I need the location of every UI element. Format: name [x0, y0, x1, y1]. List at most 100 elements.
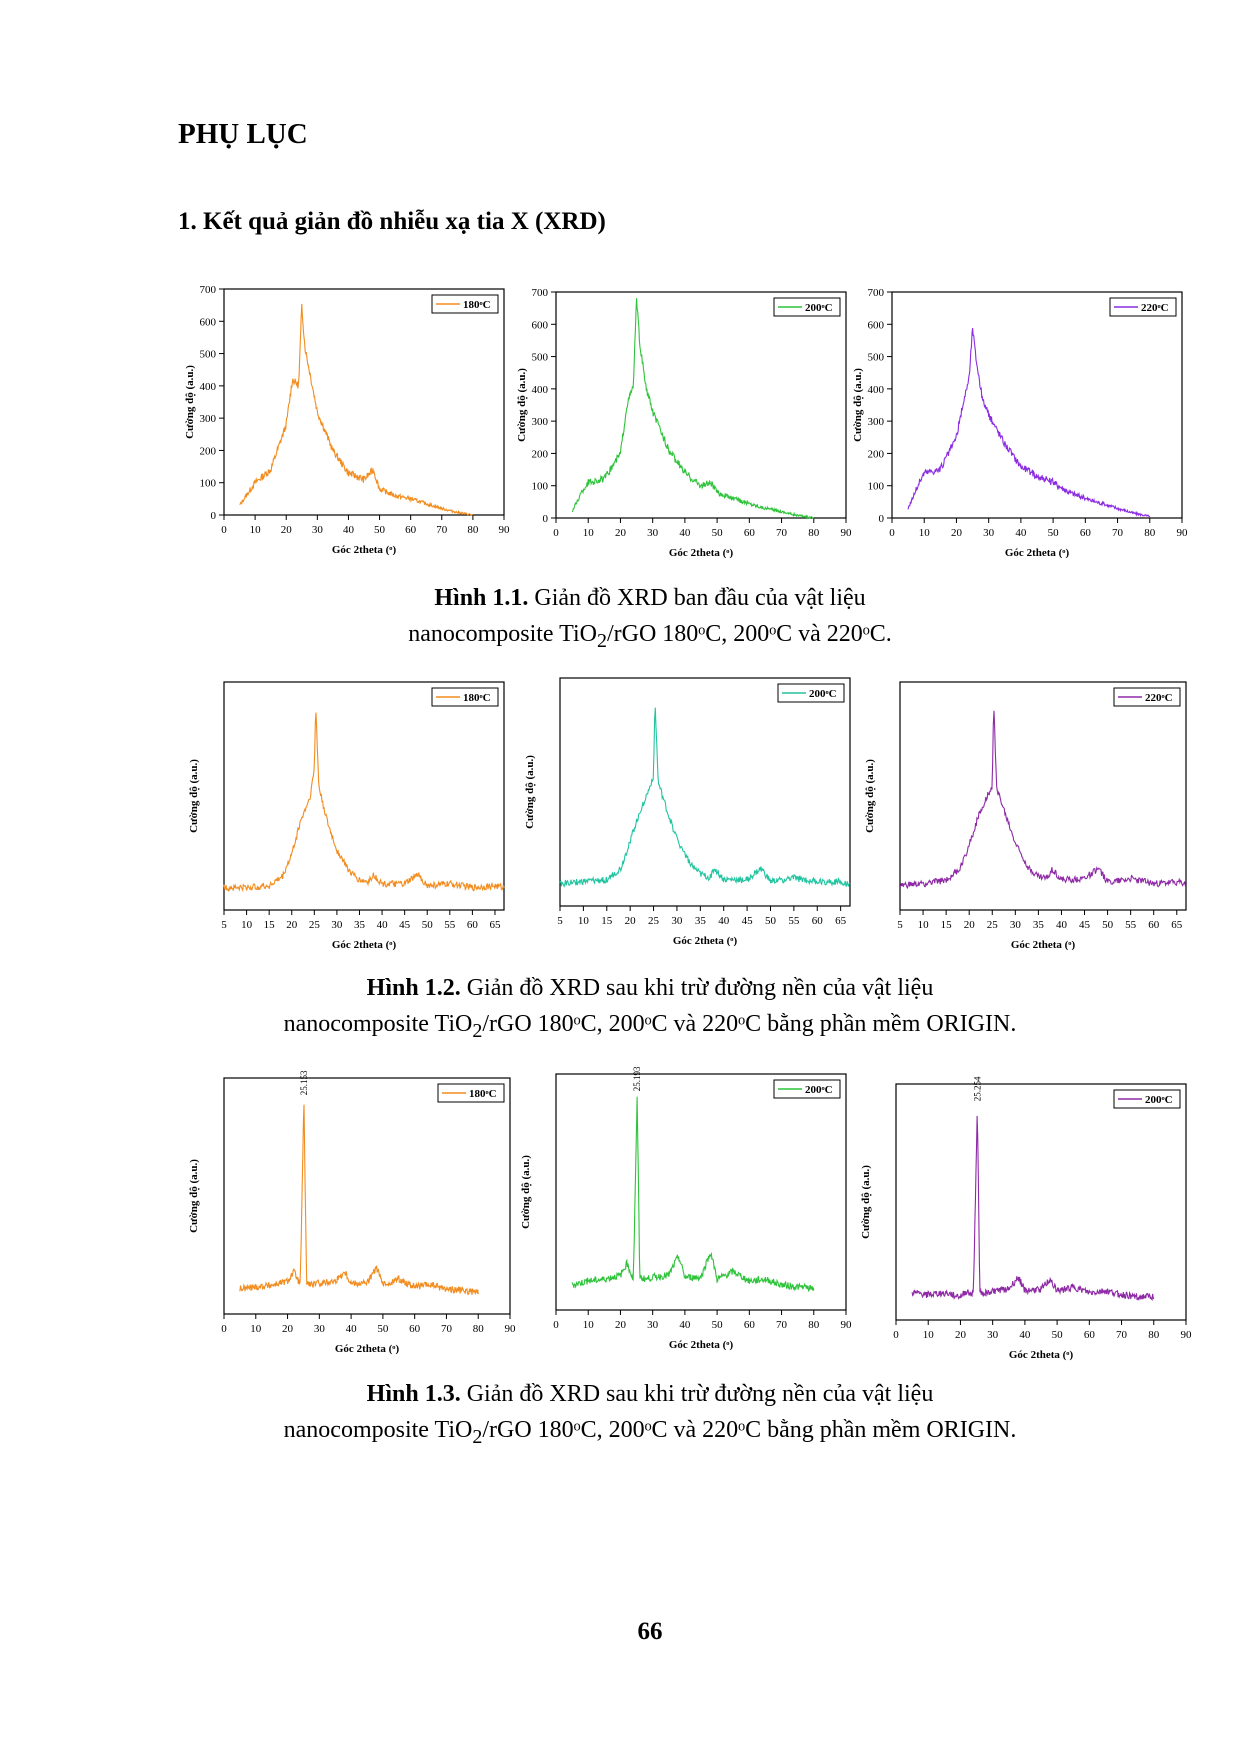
x-axis-label: Góc 2theta (ᵒ) — [335, 1343, 400, 1355]
x-tick-label: 60 — [1080, 527, 1092, 539]
y-tick-label: 700 — [868, 287, 885, 299]
caption-line2-post: /rGO 180ᵒC, 200ᵒC và 220ᵒC. — [606, 621, 892, 647]
x-tick-label: 45 — [1079, 919, 1091, 931]
y-tick-label: 100 — [868, 481, 885, 493]
x-tick-label: 10 — [583, 1319, 595, 1331]
y-tick-label: 200 — [532, 448, 549, 460]
x-tick-label: 50 — [1052, 1329, 1064, 1341]
x-tick-label: 10 — [923, 1329, 935, 1341]
y-tick-label: 500 — [868, 352, 885, 364]
y-tick-label: 100 — [532, 481, 549, 493]
x-tick-label: 55 — [1125, 919, 1137, 931]
chart-fig13-220-peak: 0 10 20 30 40 50 60 70 80 90 Góc 2theta (ᵒ) Cường đ… — [860, 1076, 1192, 1361]
legend-box — [431, 687, 499, 707]
x-tick-label: 70 — [441, 1323, 453, 1335]
series-line — [907, 327, 1151, 519]
x-tick-label: 15 — [601, 915, 613, 927]
x-tick-label: 60 — [467, 919, 479, 931]
x-axis-label: Góc 2theta (ᵒ) — [332, 939, 397, 951]
y-tick-label: 300 — [200, 413, 217, 425]
x-tick-label: 40 — [343, 524, 355, 536]
x-axis-label: Góc 2theta (ᵒ) — [669, 1339, 734, 1351]
x-tick-label: 20 — [955, 1329, 967, 1341]
x-tick-label: 60 — [812, 915, 824, 927]
x-tick-label: 90 — [505, 1323, 517, 1335]
y-tick-label: 400 — [200, 381, 217, 393]
x-tick-label: 20 — [286, 919, 298, 931]
x-tick-label: 40 — [1056, 919, 1068, 931]
legend-box — [1113, 1089, 1181, 1109]
x-tick-label: 70 — [436, 524, 448, 536]
x-tick-label: 5 — [557, 915, 563, 927]
x-tick-label: 90 — [1177, 527, 1189, 539]
x-tick-label: 60 — [405, 524, 417, 536]
x-tick-label: 40 — [1015, 527, 1027, 539]
x-tick-label: 50 — [1048, 527, 1060, 539]
plot-frame — [899, 681, 1187, 911]
x-tick-label: 90 — [841, 527, 853, 539]
x-tick-label: 55 — [444, 919, 456, 931]
y-axis-label: Cường độ (a.u.) — [524, 755, 536, 829]
y-tick-label: 700 — [200, 284, 217, 296]
series-line — [223, 712, 505, 893]
y-tick-label: 200 — [200, 445, 217, 457]
caption-line1: Giản đồ XRD ban đầu của vật liệu — [534, 585, 866, 611]
y-axis-label: Cường độ (a.u.) — [860, 1165, 872, 1239]
x-tick-label: 10 — [583, 527, 595, 539]
x-tick-label: 50 — [765, 915, 777, 927]
x-tick-label: 30 — [331, 919, 343, 931]
x-tick-label: 10 — [250, 1323, 262, 1335]
x-tick-label: 25 — [309, 919, 321, 931]
x-tick-label: 40 — [377, 919, 389, 931]
legend-label: 200ᵒC — [805, 302, 833, 314]
plot-frame — [223, 1077, 511, 1315]
y-axis-label: Cường độ (a.u.) — [188, 759, 200, 833]
x-tick-label: 70 — [1116, 1329, 1128, 1341]
x-tick-label: 30 — [647, 1319, 659, 1331]
x-tick-label: 70 — [776, 527, 788, 539]
x-axis-label: Góc 2theta (ᵒ) — [332, 544, 397, 556]
y-tick-label: 400 — [868, 384, 885, 396]
caption-line2-pre: nanocomposite TiO — [408, 621, 597, 647]
x-tick-label: 10 — [918, 919, 930, 931]
caption-subscript: 2 — [472, 1019, 483, 1042]
y-tick-label: 0 — [211, 510, 217, 522]
y-tick-label: 500 — [532, 352, 549, 364]
x-tick-label: 65 — [1171, 919, 1183, 931]
y-tick-label: 300 — [532, 416, 549, 428]
plot-frame — [555, 1073, 847, 1311]
caption-line2-pre: nanocomposite TiO — [283, 1011, 473, 1037]
x-tick-label: 35 — [1033, 919, 1045, 931]
x-tick-label: 60 — [1148, 919, 1160, 931]
x-tick-label: 20 — [282, 1323, 294, 1335]
x-tick-label: 50 — [712, 527, 724, 539]
x-tick-label: 60 — [744, 527, 756, 539]
x-tick-label: 30 — [983, 527, 995, 539]
legend-label: 220ᵒC — [1145, 692, 1173, 704]
x-tick-label: 50 — [712, 1319, 724, 1331]
series-line — [559, 707, 851, 888]
y-axis-label: Cường độ (a.u.) — [864, 759, 876, 833]
x-tick-label: 80 — [467, 524, 479, 536]
x-tick-label: 35 — [354, 919, 366, 931]
x-tick-label: 20 — [615, 1319, 627, 1331]
x-tick-label: 15 — [941, 919, 953, 931]
x-axis-label: Góc 2theta (ᵒ) — [1011, 939, 1076, 951]
x-tick-label: 0 — [221, 1323, 227, 1335]
x-tick-label: 40 — [1019, 1329, 1031, 1341]
chart-fig11-180: 0 10 20 30 40 50 60 70 80 90 0 100 200 300 400 500 600 70… — [184, 284, 510, 556]
caption-line2-post: /rGO 180ᵒC, 200ᵒC và 220ᵒC bằng phần mềm… — [482, 1417, 1017, 1443]
y-tick-label: 0 — [879, 513, 885, 525]
legend-label: 180ᵒC — [463, 299, 491, 311]
caption-label: Hình 1.1. — [434, 585, 529, 611]
y-tick-label: 100 — [200, 478, 217, 490]
y-tick-label: 200 — [868, 448, 885, 460]
x-tick-label: 30 — [312, 524, 324, 536]
x-tick-label: 0 — [893, 1329, 899, 1341]
x-tick-label: 30 — [671, 915, 683, 927]
x-tick-label: 20 — [625, 915, 637, 927]
x-tick-label: 55 — [788, 915, 800, 927]
legend-label: 180ᵒC — [469, 1088, 497, 1100]
y-axis-label: Cường độ (a.u.) — [852, 368, 864, 442]
chart-fig12-220: 5 10 15 20 25 30 35 40 45 50 55 60 65 Góc 2theta (ᵒ) C… — [864, 681, 1187, 951]
